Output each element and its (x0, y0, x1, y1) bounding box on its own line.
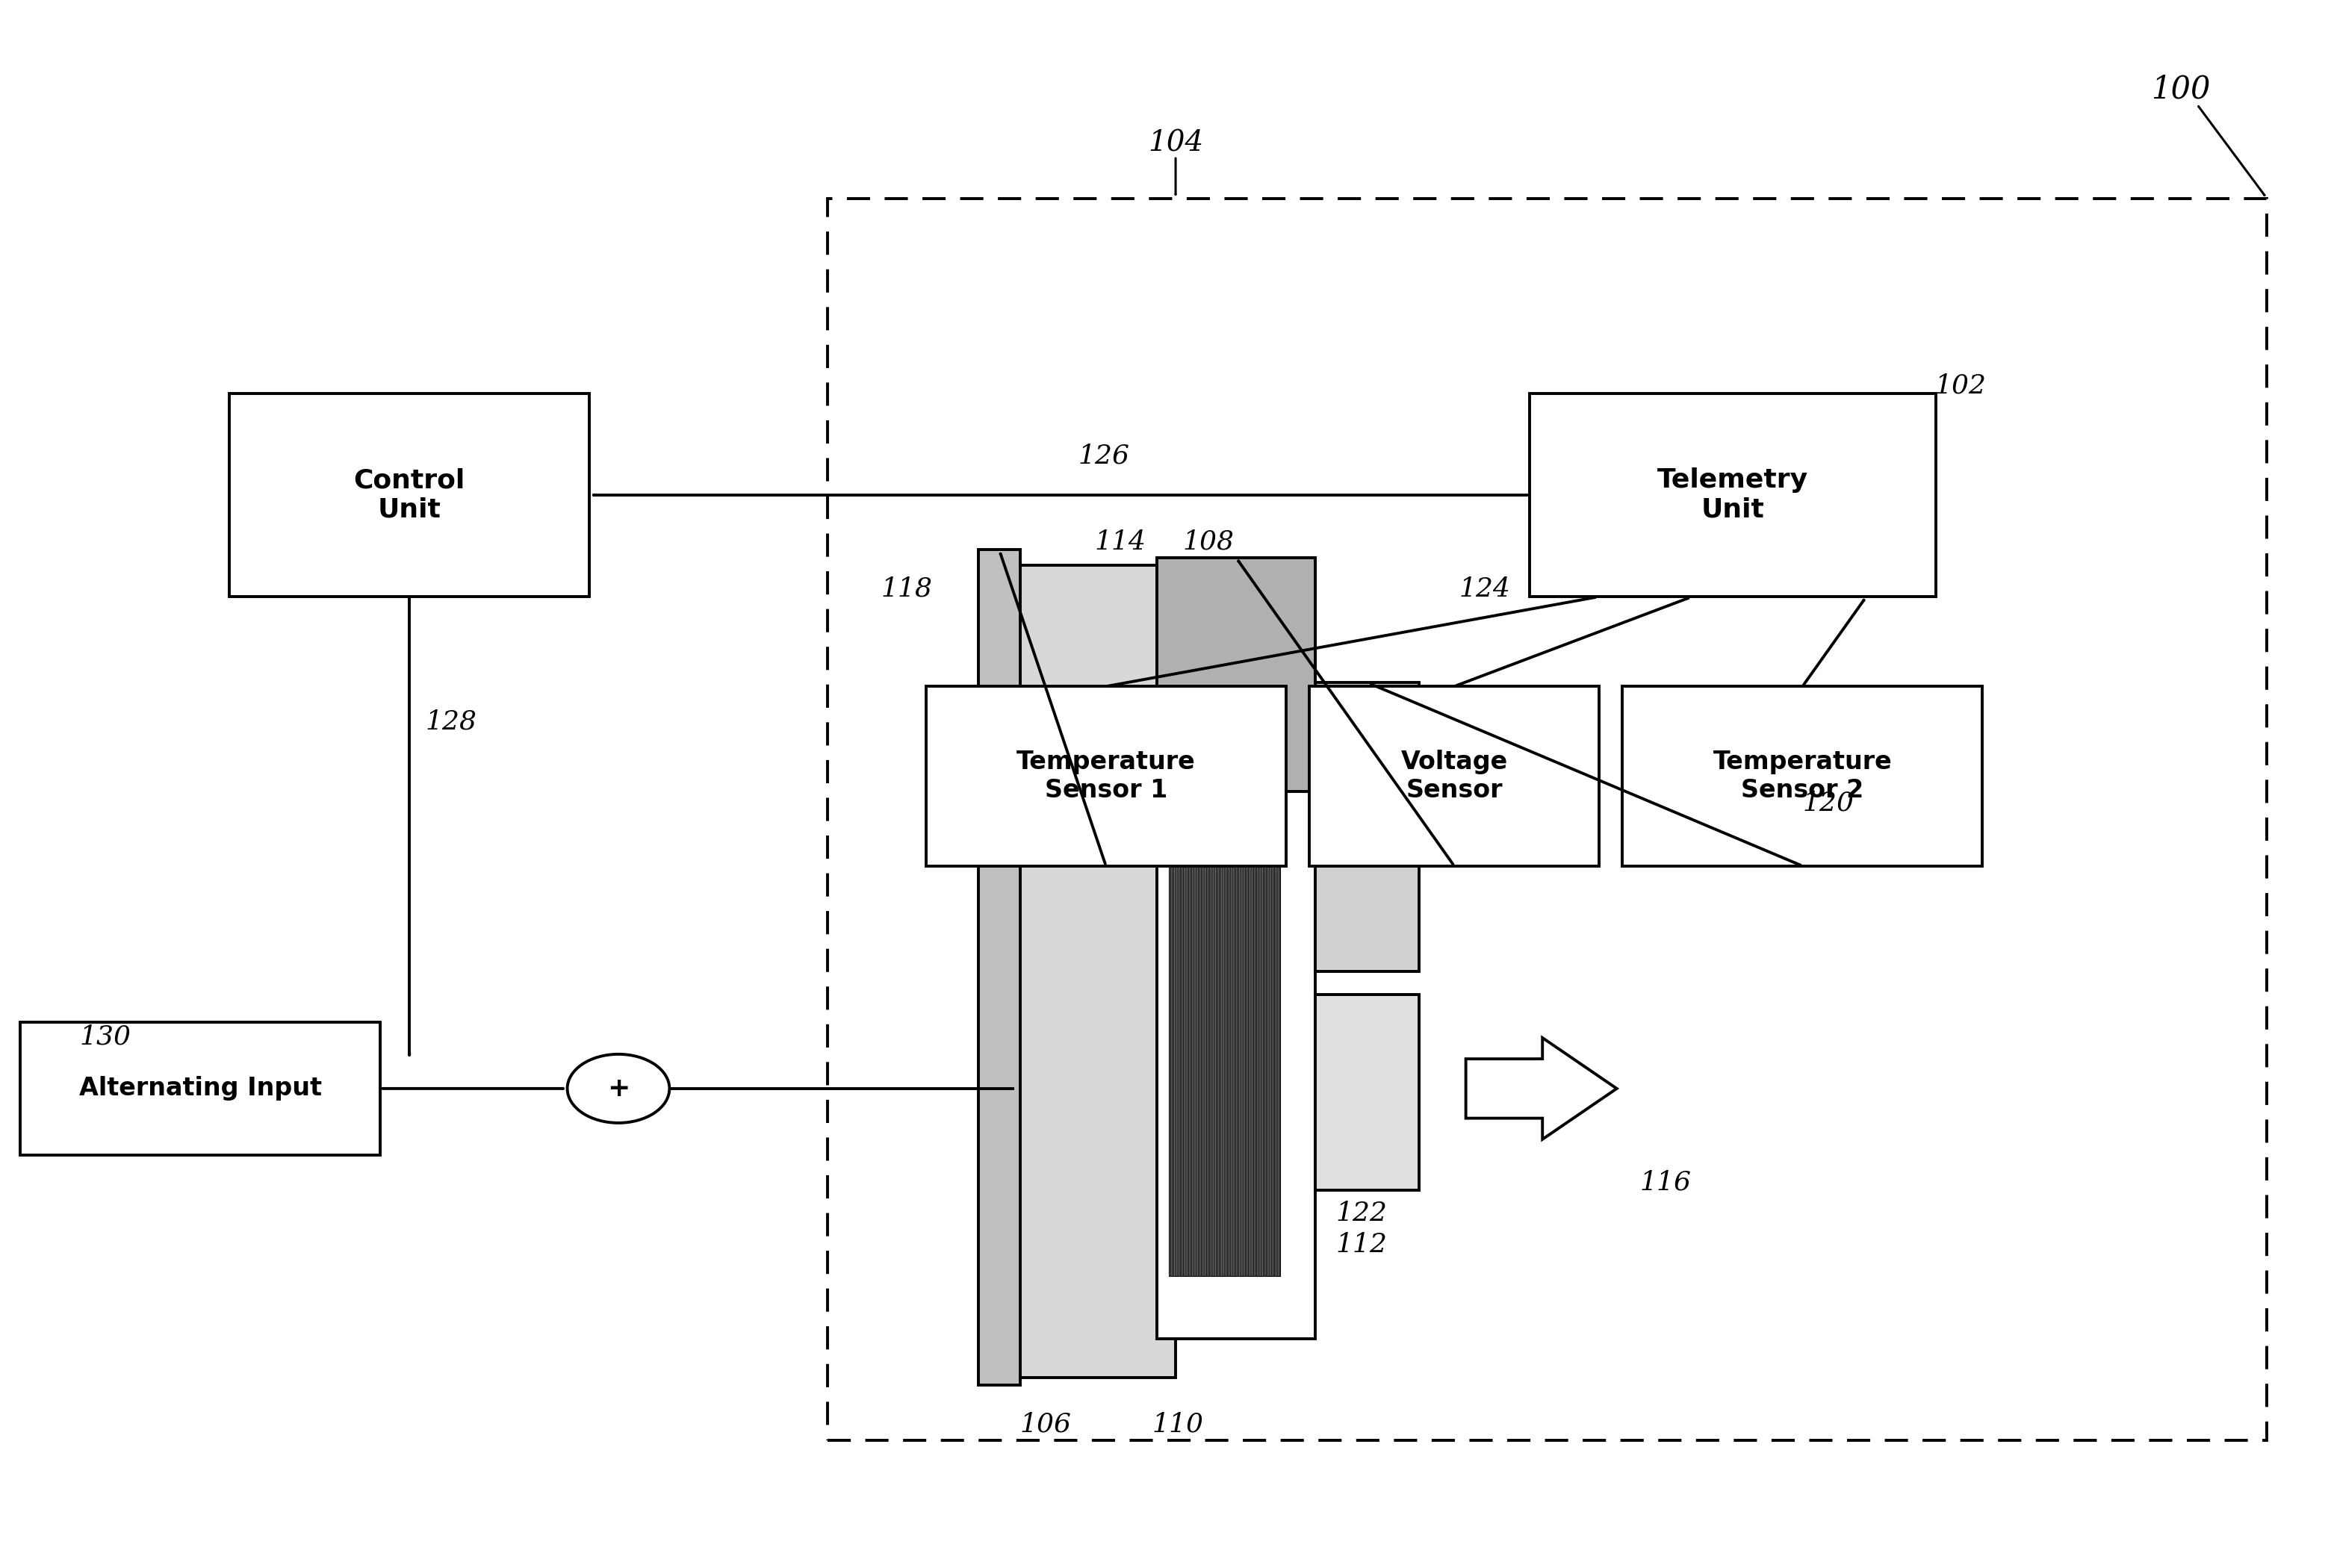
Text: 118: 118 (880, 575, 931, 602)
Text: 120: 120 (1802, 790, 1853, 815)
Bar (1157, 558, 1315, 792)
Bar (21, 1022, 379, 1156)
Bar (826, 198, 2267, 1439)
Text: 100: 100 (2151, 74, 2209, 105)
Bar (1157, 558, 1315, 1339)
Text: Temperature
Sensor 2: Temperature Sensor 2 (1713, 750, 1893, 803)
Bar (978, 550, 1020, 1385)
Text: 106: 106 (1020, 1411, 1071, 1438)
Bar (1315, 682, 1420, 972)
Bar (1529, 394, 1937, 596)
Text: Temperature
Sensor 1: Temperature Sensor 1 (1017, 750, 1197, 803)
Bar (1013, 566, 1176, 1377)
Text: 114: 114 (1094, 530, 1145, 555)
Bar (1315, 994, 1420, 1190)
Text: 110: 110 (1152, 1411, 1204, 1438)
Text: Control
Unit: Control Unit (354, 467, 466, 522)
Bar (927, 687, 1285, 866)
Text: 108: 108 (1183, 530, 1234, 555)
Text: 104: 104 (1148, 130, 1204, 157)
Bar (1169, 808, 1280, 1276)
Text: +: + (608, 1076, 631, 1101)
Bar (1308, 687, 1599, 866)
Text: 112: 112 (1336, 1232, 1387, 1258)
Bar (230, 394, 589, 596)
Bar (1623, 687, 1983, 866)
Text: Alternating Input: Alternating Input (79, 1076, 321, 1101)
Circle shape (568, 1054, 670, 1123)
Text: 130: 130 (79, 1024, 130, 1049)
Text: Voltage
Sensor: Voltage Sensor (1401, 750, 1509, 803)
Text: 102: 102 (1935, 373, 1986, 398)
Text: 122: 122 (1336, 1201, 1387, 1226)
Text: 126: 126 (1078, 444, 1129, 469)
FancyArrow shape (1467, 1038, 1616, 1140)
Text: 116: 116 (1639, 1170, 1692, 1195)
Text: 124: 124 (1460, 575, 1511, 602)
Text: 128: 128 (426, 709, 477, 734)
Text: Telemetry
Unit: Telemetry Unit (1658, 467, 1809, 522)
